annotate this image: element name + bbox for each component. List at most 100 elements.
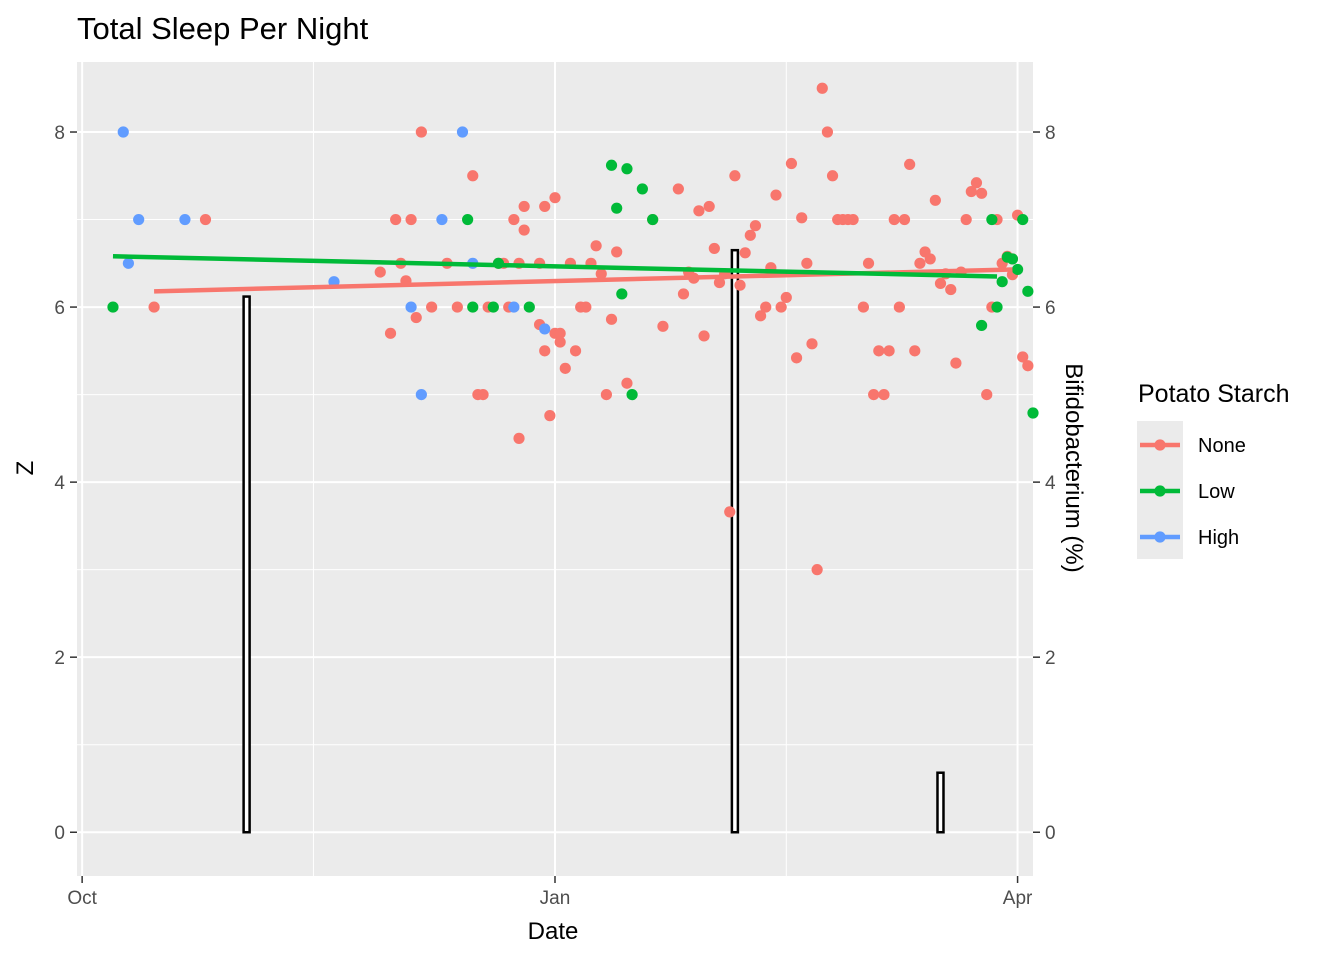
point-none (410, 311, 422, 324)
point-none (806, 338, 818, 350)
point-low (996, 276, 1008, 288)
point-none (847, 213, 859, 226)
point-low (467, 301, 479, 313)
point-none (976, 187, 988, 199)
point-none (924, 253, 936, 265)
x-tick-label: Apr (1003, 888, 1033, 909)
y2-tick-label: 0 (1045, 823, 1056, 844)
point-none (600, 389, 612, 401)
bar-layer (242, 248, 945, 834)
point-high (117, 126, 129, 138)
point-none (811, 564, 823, 576)
point-none (796, 212, 808, 224)
point-high (456, 126, 469, 138)
x-axis-title: Date (528, 918, 579, 945)
point-low (986, 213, 998, 226)
y-tick-label: 8 (54, 123, 65, 144)
legend-key-point (1154, 439, 1166, 451)
point-low (626, 389, 638, 401)
point-low (976, 319, 988, 332)
point-none (862, 257, 875, 269)
point-none (148, 301, 160, 313)
point-high (179, 213, 191, 226)
legend-title: Potato Starch (1138, 380, 1289, 408)
legend-label-none: None (1198, 435, 1246, 457)
point-none (693, 205, 705, 217)
point-high (436, 213, 448, 226)
legend-label-high: High (1198, 527, 1239, 549)
point-layer (107, 82, 1039, 576)
point-none (657, 320, 669, 332)
point-none (821, 126, 834, 138)
y2-tick-label: 2 (1045, 648, 1056, 669)
bifidobacterium-bar (242, 295, 251, 834)
point-none (595, 268, 607, 280)
point-none (549, 192, 561, 204)
point-low (636, 183, 648, 195)
point-none (384, 327, 397, 339)
point-low (991, 301, 1003, 313)
point-none (816, 82, 828, 94)
point-low (605, 159, 618, 171)
legend: Potato Starch None Low High (1137, 380, 1289, 559)
point-none (760, 301, 772, 313)
trend-layer (112, 254, 1013, 294)
point-high (415, 389, 427, 401)
point-low (487, 301, 499, 313)
point-none (508, 213, 520, 226)
point-high (122, 257, 134, 269)
point-none (467, 170, 479, 182)
point-none (708, 242, 720, 255)
point-none (539, 200, 551, 213)
point-none (390, 213, 402, 226)
point-none (539, 345, 551, 357)
point-none (934, 277, 947, 290)
point-none (672, 183, 684, 195)
point-low (611, 202, 623, 214)
point-none (878, 389, 890, 401)
point-none (929, 194, 941, 206)
legend-label-low: Low (1198, 481, 1235, 503)
point-none (724, 506, 736, 518)
chart-title: Total Sleep Per Night (77, 11, 369, 46)
point-low (647, 213, 659, 226)
point-none (754, 310, 767, 322)
point-high (405, 301, 417, 313)
point-none (785, 157, 798, 170)
point-none (590, 240, 602, 252)
point-none (960, 213, 972, 226)
trend-line-low (112, 254, 998, 279)
point-none (518, 224, 530, 236)
point-none (451, 301, 463, 313)
point-low (616, 288, 628, 300)
point-none (857, 301, 869, 313)
y2-tick-label: 8 (1045, 123, 1056, 144)
point-none (477, 389, 489, 401)
point-none (739, 247, 751, 259)
point-low (1027, 407, 1039, 419)
point-low (107, 301, 119, 313)
point-none (914, 257, 926, 269)
x-tick-label: Jan (540, 888, 571, 909)
point-none (780, 291, 792, 304)
point-none (374, 266, 386, 278)
point-none (426, 301, 438, 313)
point-none (790, 352, 803, 364)
y2-axis-title: Bifidobacterium (%) (1060, 363, 1087, 572)
point-none (801, 257, 813, 269)
legend-key-point (1154, 485, 1166, 497)
point-none (554, 336, 566, 348)
y2-tick-label: 4 (1045, 473, 1056, 494)
point-none (415, 126, 427, 138)
point-low (1017, 213, 1029, 226)
point-none (199, 213, 212, 226)
point-none (677, 288, 690, 300)
point-none (554, 327, 566, 339)
point-none (703, 200, 715, 213)
point-none (744, 229, 756, 241)
point-low (621, 163, 633, 175)
point-none (513, 432, 525, 444)
point-low (523, 301, 535, 313)
point-none (605, 313, 618, 325)
